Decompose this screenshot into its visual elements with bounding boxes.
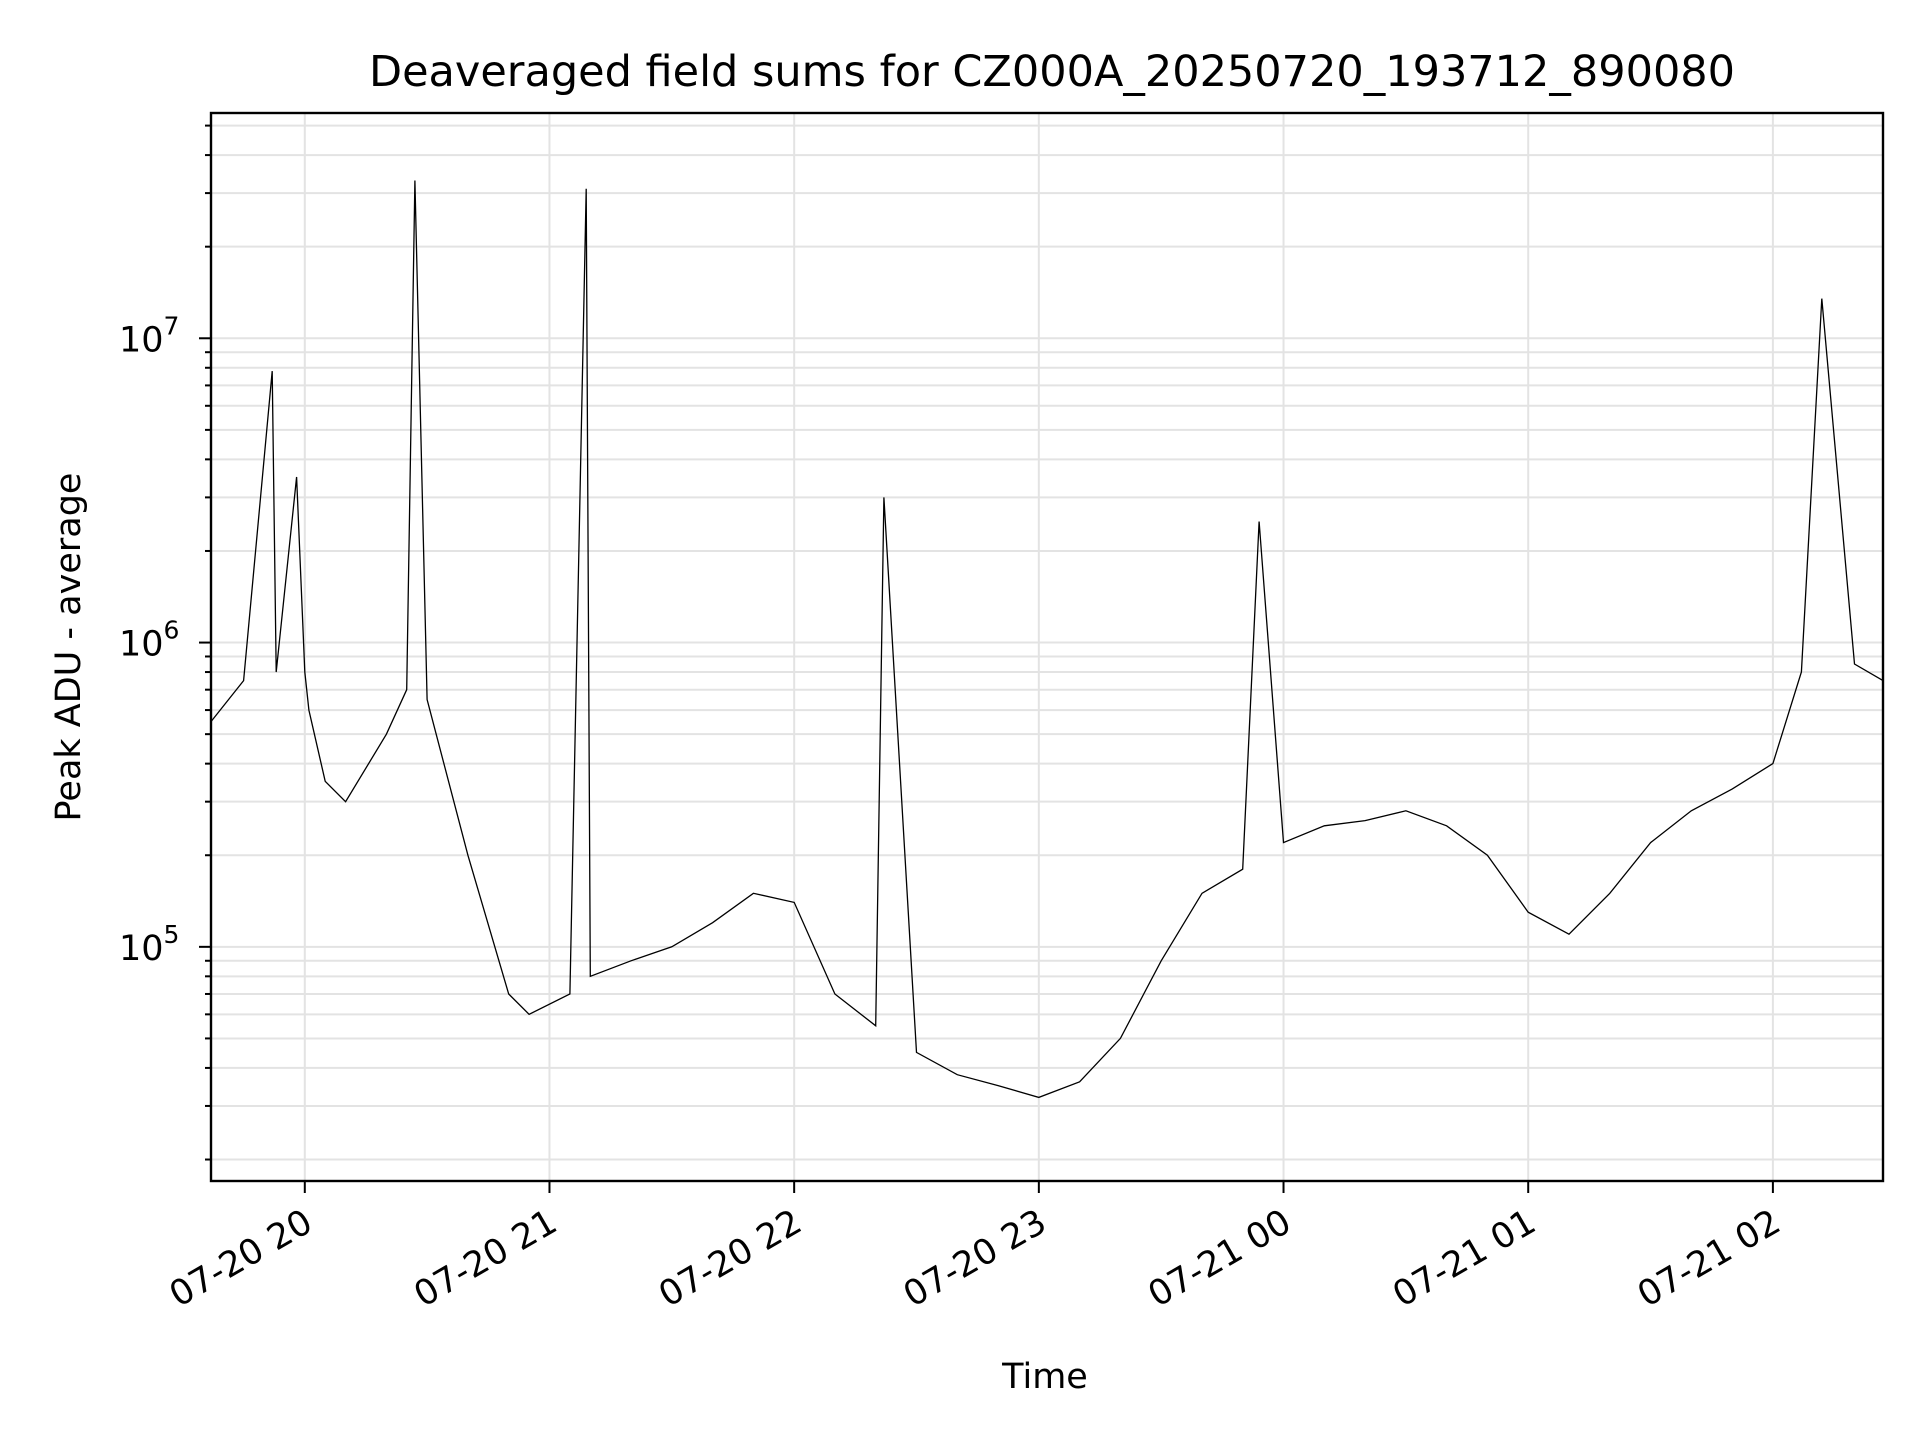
- series-line: [210, 180, 1884, 1099]
- x-axis-label: Time: [1001, 1357, 1088, 1397]
- y-tick-label: 107: [119, 311, 179, 360]
- y-tick-label: 105: [119, 920, 179, 969]
- chart-title: Deaveraged field sums for CZ000A_2025072…: [369, 47, 1735, 97]
- y-tick-label: 106: [119, 616, 179, 665]
- grid: [211, 113, 1883, 1181]
- series-group: [210, 180, 1884, 1099]
- y-axis-label: Peak ADU - average: [49, 473, 89, 822]
- plot-frame: [209, 111, 1885, 1183]
